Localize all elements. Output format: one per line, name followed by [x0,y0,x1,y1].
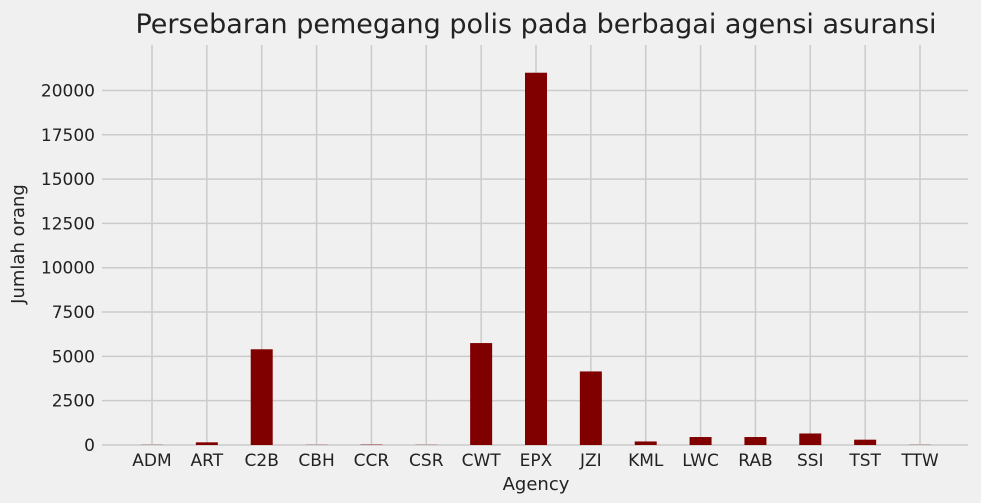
y-tick-label: 10000 [41,259,95,279]
y-tick-label: 7500 [52,303,95,323]
x-tick-label: CCR [354,451,390,471]
x-grid [151,45,921,445]
x-tick-label: CSR [409,451,444,471]
bar-rab [744,437,767,445]
y-tick-label: 12500 [41,214,95,234]
x-tick-labels: ADM ART C2B CBH CCR CSR CWT EPX JZI KML LWC RAB SSI T… [132,451,939,471]
x-tick-label: CWT [462,451,502,471]
y-tick-labels: 0 2500 5000 7500 10000 12500 15000 17500 20000 [41,81,95,456]
x-tick-label: LWC [682,451,719,471]
bars [141,72,931,446]
bar-lwc [689,437,712,445]
x-tick-label: JZI [579,451,602,471]
bar-c2b [250,349,273,445]
bar-kml [634,441,657,445]
x-tick-label: RAB [738,451,772,471]
x-tick-label: EPX [520,451,553,471]
x-tick-label: CBH [298,451,334,471]
bar-jzi [579,371,602,445]
y-tick-label: 20000 [41,81,95,101]
x-tick-label: SSI [797,451,824,471]
bar-epx [525,72,547,446]
y-tick-label: 5000 [52,347,95,367]
bar-tst [854,439,877,445]
x-tick-label: KML [628,451,664,471]
x-tick-label: TST [848,451,881,471]
x-axis-title: Agency [503,474,570,495]
x-tick-label: ADM [132,451,171,471]
x-tick-label: TTW [900,451,938,471]
y-tick-label: 2500 [52,392,95,412]
x-tick-label: ART [191,451,224,471]
y-tick-label: 0 [84,436,95,456]
x-tick-label: C2B [245,451,279,471]
bar-cwt [470,343,493,445]
y-axis-title: Jumlah orang [8,184,29,305]
y-tick-label: 17500 [41,126,95,146]
bar-ssi [799,433,822,445]
chart-title: Persebaran pemegang polis pada berbagai … [135,9,936,40]
y-tick-label: 15000 [41,170,95,190]
bar-art [195,442,218,445]
